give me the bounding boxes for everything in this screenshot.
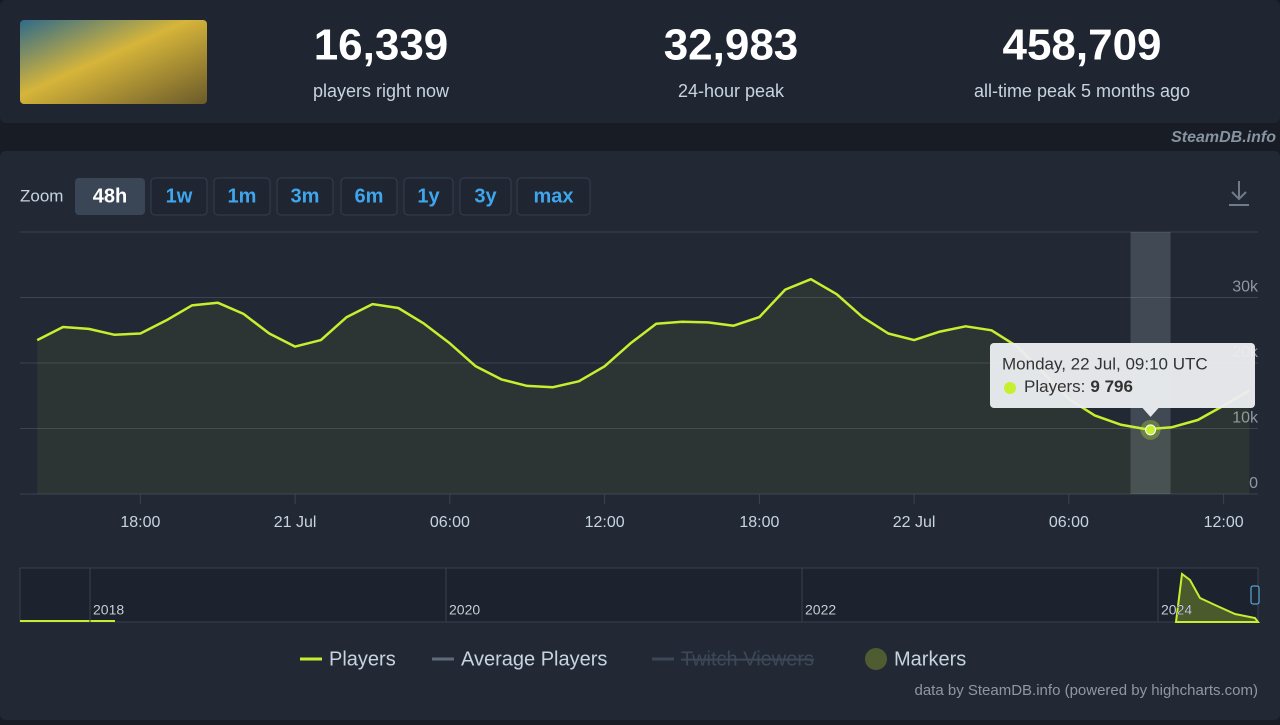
navigator-label: 2020 <box>449 602 480 618</box>
x-tick-label: 12:00 <box>1204 514 1244 531</box>
legend-label[interactable]: Twitch Viewers <box>681 648 814 670</box>
tooltip-value: 9 796 <box>1090 377 1133 396</box>
zoom-button[interactable] <box>340 177 398 216</box>
series-area <box>37 279 1250 494</box>
legend-label[interactable]: Players <box>329 648 396 670</box>
zoom-button-label[interactable]: 1m <box>228 185 257 207</box>
tooltip-swatch <box>1004 382 1016 394</box>
credits: data by SteamDB.info (powered by highcha… <box>915 682 1259 699</box>
y-tick-label: 10k <box>1232 410 1259 427</box>
zoom-button[interactable] <box>276 177 334 216</box>
zoom-button-label[interactable]: 6m <box>355 185 384 207</box>
y-tick-label: 30k <box>1232 279 1259 296</box>
zoom-button[interactable] <box>150 177 208 216</box>
zoom-button-label[interactable]: 3y <box>474 185 497 207</box>
navigator-label: 2022 <box>805 602 836 618</box>
zoom-button[interactable] <box>75 178 145 215</box>
legend-label[interactable]: Markers <box>894 648 966 670</box>
header-panel <box>0 0 1280 123</box>
stat-value: 458,709 <box>1002 21 1161 70</box>
x-tick-label: 06:00 <box>1049 514 1089 531</box>
zoom-button[interactable] <box>516 177 591 216</box>
tooltip-title: Monday, 22 Jul, 09:10 UTC <box>1002 354 1208 373</box>
x-tick-label: 18:00 <box>120 514 160 531</box>
x-tick-label: 22 Jul <box>893 514 936 531</box>
download-icon[interactable] <box>1229 181 1249 206</box>
navigator[interactable] <box>19 567 1259 623</box>
zoom-button[interactable] <box>213 177 271 216</box>
tooltip-label: Players: 9 796 <box>1024 377 1133 396</box>
stat-value: 32,983 <box>664 21 799 70</box>
x-tick-label: 12:00 <box>585 514 625 531</box>
zoom-button-label[interactable]: 3m <box>291 185 320 207</box>
stat-value: 16,339 <box>314 21 449 70</box>
navigator-handle[interactable] <box>1250 585 1260 605</box>
zoom-button[interactable] <box>459 177 512 216</box>
stat-label: 24-hour peak <box>678 81 785 101</box>
zoom-button-label[interactable]: 1y <box>417 185 440 207</box>
legend-symbol <box>865 648 887 670</box>
zoom-button-label[interactable]: max <box>533 185 573 207</box>
navigator-label: 2018 <box>93 602 124 618</box>
navigator-label: 2024 <box>1161 602 1192 618</box>
y-tick-label: 0 <box>1249 475 1258 492</box>
zoom-label: Zoom <box>20 186 63 205</box>
tooltip <box>990 343 1255 408</box>
x-tick-label: 18:00 <box>739 514 779 531</box>
tooltip-pointer <box>1142 408 1159 417</box>
navigator-series <box>1174 572 1260 623</box>
highlight-point <box>1145 424 1157 436</box>
watermark: SteamDB.info <box>1171 129 1276 146</box>
x-tick-label: 21 Jul <box>274 514 317 531</box>
x-tick-label: 06:00 <box>430 514 470 531</box>
zoom-button-label[interactable]: 1w <box>166 185 193 207</box>
zoom-button-label[interactable]: 48h <box>93 185 127 207</box>
legend-label[interactable]: Average Players <box>461 648 607 670</box>
stat-label: all-time peak 5 months ago <box>974 81 1190 101</box>
tooltip-label-text: Players: <box>1024 377 1085 396</box>
game-thumbnail[interactable] <box>20 20 207 104</box>
zoom-button[interactable] <box>403 177 454 216</box>
stat-label: players right now <box>313 81 450 101</box>
